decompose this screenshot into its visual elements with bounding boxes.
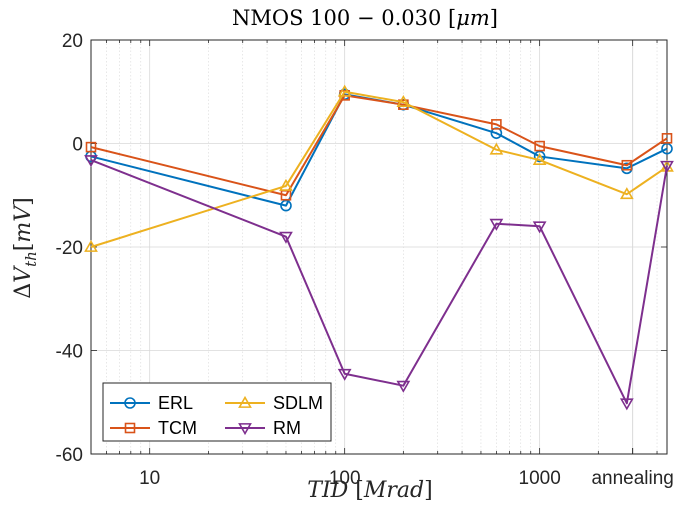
- data-point: [489, 142, 504, 155]
- y-axis-label: ΔVth[mV]: [11, 197, 40, 298]
- data-point: [238, 423, 252, 436]
- series-line: [90, 90, 668, 248]
- legend-label: RM: [273, 418, 301, 438]
- data-point: [280, 199, 292, 212]
- data-point: [84, 239, 98, 252]
- data-point: [396, 94, 411, 108]
- series-line: [90, 159, 668, 405]
- x-tick-label: 1000: [519, 468, 561, 489]
- data-point: [238, 395, 252, 408]
- x-tick-label: annealing: [591, 468, 673, 489]
- legend-label: TCM: [158, 418, 197, 438]
- series-layer: [84, 84, 674, 411]
- data-point: [489, 218, 504, 231]
- y-tick-label: -20: [56, 238, 83, 259]
- x-tick-label: 100: [329, 468, 361, 489]
- legend-label: ERL: [158, 393, 193, 413]
- axes-ticks: 20 0 -20 -40 -60 10 100 1000 annealing: [56, 31, 674, 489]
- data-point: [85, 141, 97, 153]
- data-point: [661, 133, 673, 144]
- data-point: [660, 160, 674, 173]
- data-point: [534, 140, 545, 152]
- x-axis-label: TID [Mrad]: [307, 478, 432, 503]
- data-point: [396, 380, 411, 393]
- data-point: [84, 155, 98, 168]
- series-tcm: [85, 90, 673, 201]
- data-point: [532, 221, 547, 234]
- y-tick-label: 20: [62, 31, 83, 52]
- legend-box: [102, 382, 332, 442]
- data-point: [124, 422, 136, 434]
- legend-item-sdlm: SDLM: [225, 393, 323, 413]
- data-point: [532, 152, 547, 165]
- svg-text:ΔVth[mV]: ΔVth[mV]: [11, 197, 40, 298]
- data-point: [621, 159, 633, 171]
- data-point: [337, 84, 352, 97]
- legend-label: SDLM: [273, 393, 323, 413]
- data-point: [619, 398, 634, 411]
- y-tick-label: -60: [56, 445, 83, 466]
- data-point: [619, 187, 634, 200]
- y-tick-label: -40: [56, 342, 83, 363]
- legend-item-tcm: TCM: [110, 418, 197, 438]
- data-point: [124, 397, 136, 409]
- series-rm: [84, 155, 674, 411]
- data-point: [279, 231, 293, 244]
- series-line: [90, 94, 668, 197]
- y-tick-label: 0: [72, 135, 83, 156]
- chart-title: NMOS 100 − 0.030 [μm]: [232, 6, 498, 30]
- data-point: [491, 119, 502, 130]
- x-tick-label: 10: [139, 468, 160, 489]
- data-point: [661, 142, 673, 155]
- series-sdlm: [84, 84, 674, 252]
- data-point: [533, 150, 546, 163]
- legend: ERL TCM SDLM RM: [102, 382, 332, 442]
- data-point: [279, 178, 293, 191]
- legend-item-rm: RM: [225, 418, 301, 438]
- data-point: [337, 368, 352, 381]
- legend-item-erl: ERL: [110, 393, 193, 413]
- series-line: [90, 93, 668, 207]
